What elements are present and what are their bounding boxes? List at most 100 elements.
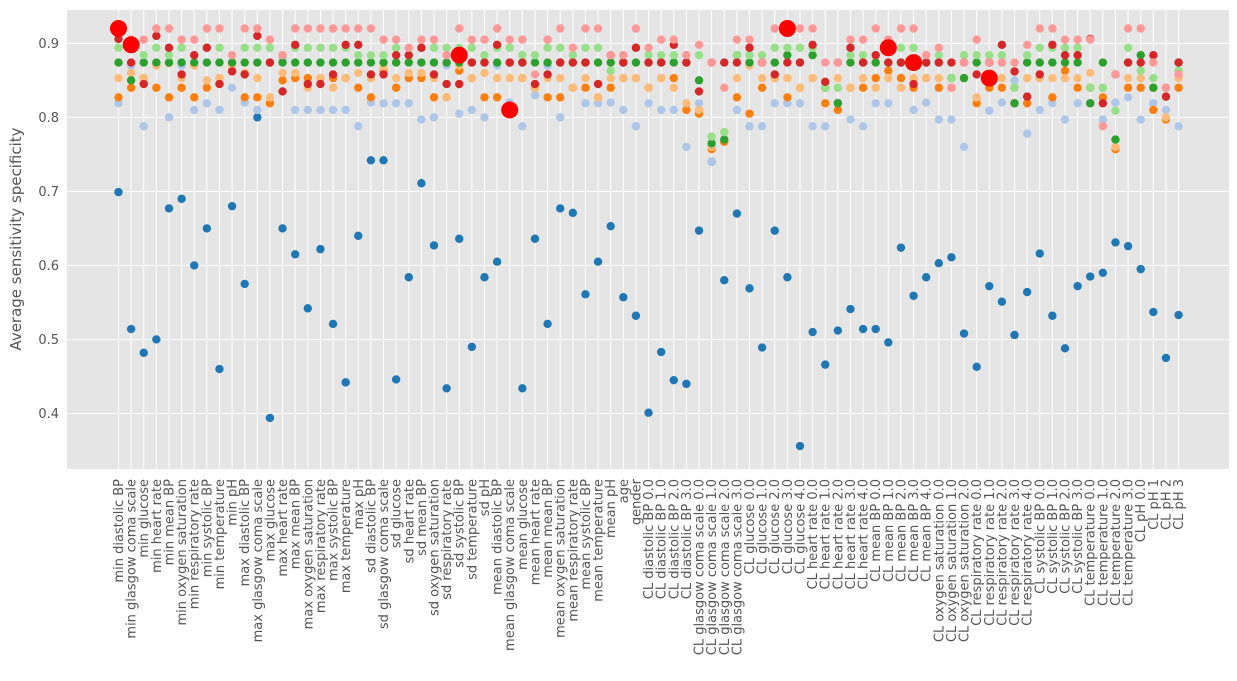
y-tick-labels: 0.4 0.5 0.6 0.7 0.8 0.9 (38, 37, 59, 422)
data-point (1111, 238, 1120, 247)
data-point (366, 50, 376, 60)
data-point (757, 343, 767, 352)
data-point (1136, 73, 1145, 83)
data-point (871, 24, 880, 33)
x-tick-label: CL systolic BP 0.0 (1033, 479, 1048, 594)
x-tick-label: max diastolic BP (238, 479, 253, 587)
x-tick-label: max oxygen saturation (301, 479, 316, 629)
data-point (884, 99, 893, 108)
data-point (858, 73, 868, 83)
data-point (366, 70, 376, 79)
data-point (606, 98, 615, 107)
data-point (1136, 24, 1145, 33)
x-tick-label: CL heart rate 2.0 (831, 479, 846, 589)
data-point (1123, 24, 1133, 33)
data-point (429, 113, 439, 122)
data-point (959, 58, 969, 67)
data-point (1048, 40, 1057, 49)
data-point (593, 257, 603, 266)
x-tick-label: CL mean BP 4.0 (920, 479, 935, 582)
data-point (947, 83, 956, 92)
data-point (896, 73, 906, 83)
data-point (152, 83, 161, 92)
data-points (110, 20, 1183, 451)
data-point (947, 73, 956, 83)
data-point (1073, 58, 1082, 67)
data-point (1073, 99, 1082, 108)
data-point (947, 58, 956, 67)
data-point (770, 99, 779, 108)
x-tick-label: CL mean BP 1.0 (882, 479, 897, 582)
data-point (720, 276, 729, 285)
data-point (265, 93, 275, 102)
data-point (417, 43, 426, 52)
data-point (631, 73, 641, 83)
data-point (1136, 58, 1145, 67)
data-point (896, 58, 906, 67)
data-point (190, 105, 199, 115)
data-point (1098, 122, 1108, 131)
data-point (795, 99, 805, 108)
data-point (1022, 50, 1032, 60)
data-point (139, 348, 148, 357)
data-point (328, 83, 338, 92)
data-point (694, 87, 704, 96)
x-tick-label: CL oxygen saturation 2.0 (958, 479, 973, 642)
data-point (492, 24, 502, 33)
data-point (1174, 58, 1183, 67)
data-point (947, 253, 956, 262)
data-point (429, 70, 439, 79)
data-point (316, 79, 325, 89)
data-point (808, 50, 817, 60)
data-point (177, 83, 186, 92)
data-point (1060, 73, 1070, 83)
x-tick-label: min heart rate (150, 479, 165, 573)
data-point (1111, 106, 1120, 115)
data-point (543, 93, 552, 102)
data-point (316, 244, 325, 254)
data-point (114, 43, 123, 52)
data-point (240, 24, 249, 33)
data-point (316, 43, 325, 52)
data-point (190, 261, 199, 270)
data-point (593, 43, 603, 52)
data-point (556, 43, 565, 52)
data-point (265, 413, 275, 423)
x-tick-label: min temperature (213, 479, 228, 589)
data-point (240, 58, 249, 67)
data-point (114, 99, 123, 108)
x-tick-label: CL respiratory rate 4.0 (1021, 479, 1036, 626)
data-point (858, 35, 868, 44)
data-point (290, 24, 300, 33)
x-tick-label: sd systolic BP (453, 479, 468, 568)
data-point (1098, 83, 1108, 92)
data-point (1149, 58, 1158, 67)
data-point (253, 113, 262, 122)
data-point (593, 93, 603, 102)
data-point (606, 66, 615, 75)
data-point (934, 73, 943, 83)
data-point (1123, 58, 1133, 67)
data-point (593, 99, 603, 108)
data-point (795, 43, 805, 52)
data-point (442, 93, 451, 102)
data-point (959, 50, 969, 60)
data-point (783, 99, 792, 108)
data-point (152, 31, 161, 41)
data-point (1073, 35, 1082, 44)
data-point (152, 335, 161, 344)
data-point (757, 50, 767, 60)
data-point (846, 35, 855, 44)
data-point (581, 58, 590, 67)
data-point (682, 142, 691, 152)
data-point (644, 50, 653, 60)
data-point (556, 204, 565, 213)
data-point (341, 40, 350, 49)
data-point (177, 35, 186, 44)
data-point (442, 384, 451, 393)
data-point (240, 279, 249, 289)
data-point (556, 58, 565, 67)
data-point (215, 79, 224, 89)
data-point (215, 105, 224, 115)
data-point (290, 250, 300, 259)
